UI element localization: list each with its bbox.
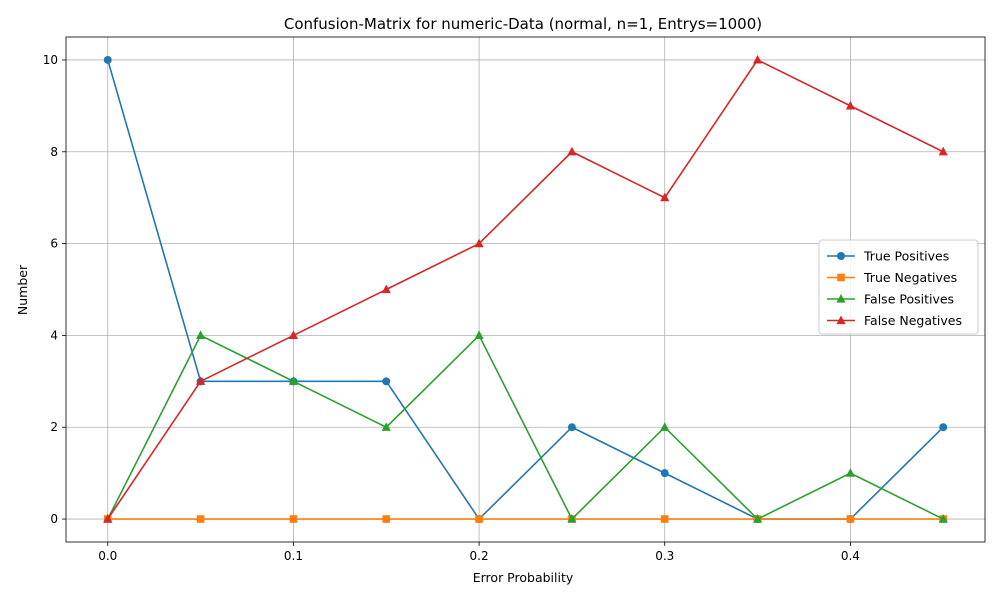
legend-item: True Negatives [827, 270, 957, 285]
legend-marker [836, 315, 846, 325]
y-tick-label: 2 [50, 420, 58, 434]
series-layer [103, 54, 948, 524]
legend-marker [836, 294, 846, 303]
series-false-negatives [103, 54, 948, 523]
grid [66, 37, 985, 542]
ticks: 0.0 0.1 0.2 0.3 0.4 0 2 4 6 8 10 [43, 53, 860, 563]
data-point [196, 330, 206, 340]
data-point [660, 422, 670, 431]
data-point [567, 423, 576, 432]
legend-item: True Positives [827, 249, 949, 264]
data-point [660, 515, 669, 523]
data-point [660, 469, 669, 478]
data-point [382, 515, 391, 523]
data-point [660, 192, 670, 202]
data-point [474, 330, 484, 340]
data-point [845, 468, 855, 477]
data-point [103, 55, 112, 64]
data-point [381, 284, 391, 294]
data-point [196, 515, 205, 523]
legend-label: True Negatives [863, 270, 957, 285]
y-tick-label: 4 [50, 328, 58, 342]
legend-label: False Negatives [864, 313, 962, 328]
data-point [846, 515, 855, 523]
x-axis-label: Error Probability [473, 570, 574, 585]
series-line [107, 58, 944, 520]
x-tick-label: 0.1 [284, 549, 303, 563]
legend: True Positives True Negatives False Positi… [818, 239, 979, 335]
legend-label: False Positives [864, 292, 954, 307]
legend-item: False Negatives [827, 313, 962, 328]
data-point [382, 377, 391, 386]
data-point [381, 422, 391, 431]
chart-title: Confusion-Matrix for numeric-Data (norma… [284, 15, 762, 33]
data-point [288, 330, 299, 340]
y-tick-label: 0 [50, 512, 58, 526]
data-point [288, 376, 299, 385]
data-point [475, 515, 483, 523]
data-point [289, 515, 298, 523]
y-tick-label: 8 [50, 145, 58, 159]
data-point [567, 146, 577, 156]
x-tick-label: 0.3 [655, 549, 674, 563]
data-point [103, 514, 113, 523]
legend-item: False Positives [827, 292, 954, 307]
x-tick-label: 0.4 [841, 549, 860, 563]
legend-label: True Positives [863, 249, 949, 264]
data-point [752, 54, 763, 64]
data-point [938, 514, 948, 523]
data-point [938, 146, 948, 156]
x-tick-label: 0.2 [470, 549, 489, 563]
x-tick-label: 0.0 [98, 549, 117, 563]
data-point [752, 514, 763, 523]
legend-marker [837, 273, 845, 282]
data-point [939, 423, 948, 432]
data-point [196, 376, 206, 385]
legend-box [818, 239, 979, 335]
y-tick-label: 6 [50, 237, 58, 251]
data-point [474, 238, 484, 248]
data-point [567, 514, 577, 523]
y-tick-label: 10 [43, 53, 58, 67]
legend-marker [837, 252, 845, 260]
y-axis-label: Number [15, 264, 30, 315]
data-point [845, 100, 855, 110]
plot-frame [65, 36, 986, 543]
